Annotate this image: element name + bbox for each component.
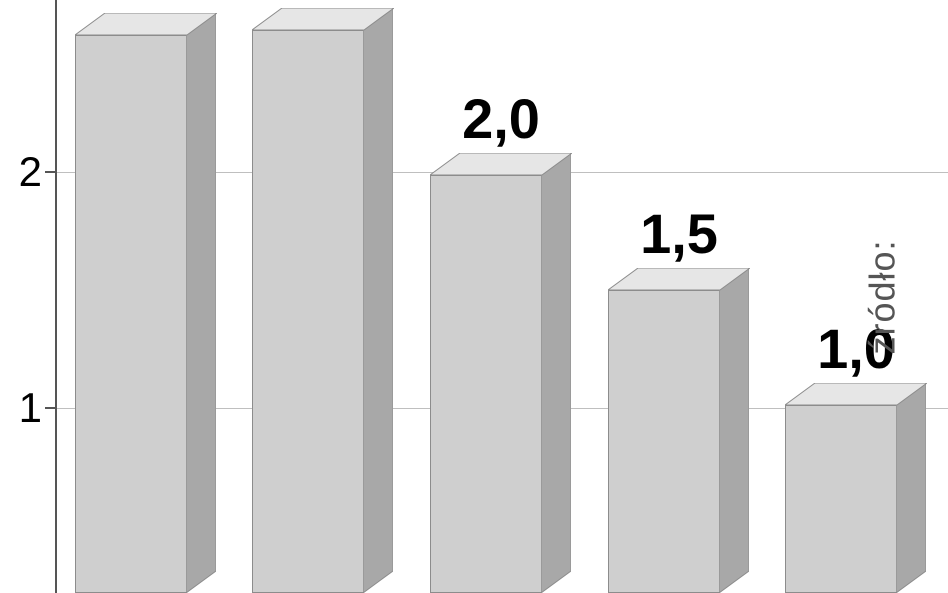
bar-top [785,383,927,407]
bar-front [75,35,187,593]
bar-front [252,30,364,593]
bar-front [608,290,720,593]
bar-side [896,383,926,593]
bar [75,35,187,593]
bar-side [719,268,749,593]
y-tick-mark [45,171,57,173]
bar-value-label: 1,0 [775,321,937,377]
bar [430,175,542,593]
y-tick-label: 1 [0,387,42,429]
bar-top [252,8,394,32]
y-axis [55,0,57,593]
bar-side [186,13,216,593]
bar-chart: 2 1 2,0 1,5 1,0 źródło: [0,0,948,593]
y-tick-mark [45,407,57,409]
bar-value-label: 1,5 [598,206,760,262]
bar-side [363,8,393,593]
bar [785,405,897,593]
bar-top [608,268,750,292]
bar-front [785,405,897,593]
bar-side [541,153,571,593]
bar [252,30,364,593]
y-tick-label: 2 [0,151,42,193]
source-label: źródło: [861,239,903,354]
bar-top [75,13,217,37]
bar-value-label: 2,0 [420,91,582,147]
bar [608,290,720,593]
bar-top [430,153,572,177]
bar-front [430,175,542,593]
